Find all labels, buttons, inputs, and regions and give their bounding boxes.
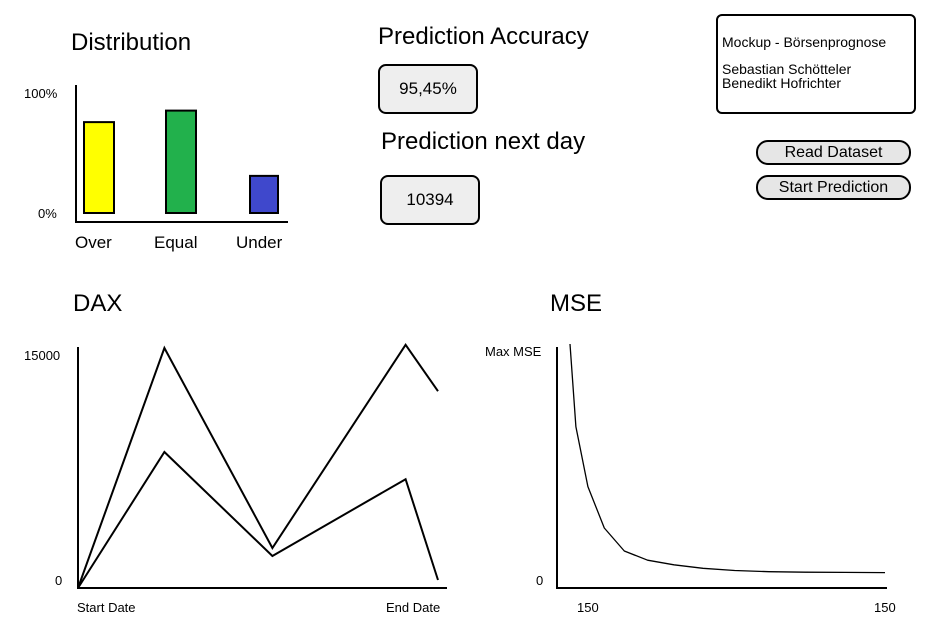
distribution-title: Distribution [71,29,192,56]
mse-x-start-label: 150 [577,600,599,615]
distribution-label-equal: Equal [154,233,198,252]
mse-x-end-label: 150 [874,600,896,615]
distribution-label-under: Under [236,233,283,252]
next-day-value-box: 10394 [380,175,480,225]
dax-x-start-label: Start Date [77,600,136,615]
distribution-y-max-label: 100% [24,86,58,101]
mse-series-line [569,343,886,574]
start-prediction-button[interactable]: Start Prediction [756,175,911,200]
accuracy-title: Prediction Accuracy [378,23,589,50]
dax-y-max-label: 15000 [24,348,61,363]
dax-title: DAX [73,290,123,317]
accuracy-value: 95,45% [399,79,457,98]
read-dataset-button[interactable]: Read Dataset [756,140,911,165]
next-day-title: Prediction next day [381,128,586,155]
distribution-y-min-label: 0% [38,206,57,221]
dax-series-line-1 [77,343,439,589]
accuracy-value-box: 95,45% [378,64,478,114]
dax-x-end-label: End Date [386,600,441,615]
distribution-chart [75,85,288,223]
mse-y-max-label: Max MSE [485,344,542,359]
mse-chart [556,343,887,589]
info-box: Mockup - Börsenprognose Sebastian Schött… [716,14,916,114]
distribution-label-over: Over [75,233,112,252]
info-author-2: Benedikt Hofrichter [722,75,842,91]
info-title: Mockup - Börsenprognose [722,34,887,50]
dax-series-line-2 [77,450,439,589]
info-author-1: Sebastian Schötteler [722,61,852,77]
distribution-bar-under [249,174,279,215]
mse-y-min-label: 0 [536,573,544,588]
distribution-bar-over [83,121,115,214]
mse-title: MSE [550,290,603,317]
dax-chart [77,343,447,589]
next-day-value: 10394 [406,190,454,209]
dax-y-min-label: 0 [55,573,63,588]
distribution-bar-equal [165,109,197,214]
